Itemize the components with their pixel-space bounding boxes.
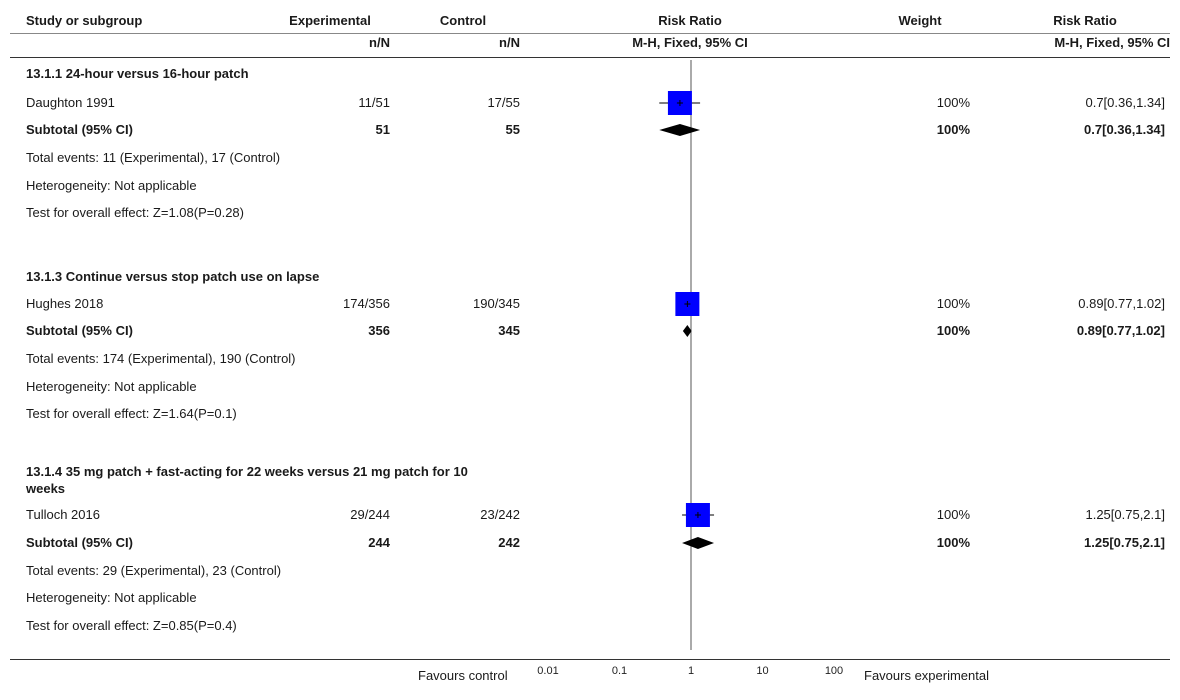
header-risk-ratio-2-sub: M-H, Fixed, 95% CI [1054, 35, 1170, 50]
header-experimental: Experimental [289, 13, 371, 28]
header-risk-ratio: Risk Ratio [658, 13, 722, 28]
subtotal-weight: 100% [936, 323, 970, 338]
note-overall-effect: Test for overall effect: Z=1.64(P=0.1) [26, 406, 237, 421]
study-exp: 11/51 [358, 95, 390, 110]
subtotal-exp: 244 [368, 535, 390, 550]
subtotal-ctl: 345 [498, 323, 520, 338]
note-heterogeneity: Heterogeneity: Not applicable [26, 590, 197, 605]
header-study: Study or subgroup [26, 13, 143, 28]
axis-tick-label: 0.1 [612, 665, 627, 677]
subtotal-exp: 356 [368, 323, 390, 338]
header-bottom-rule [10, 57, 1170, 58]
header-weight: Weight [898, 13, 942, 28]
subgroup-title: 13.1.1 24-hour versus 16-hour patch [26, 66, 249, 81]
bottom-rule [10, 659, 1170, 660]
header-divider [10, 33, 1170, 34]
study-weight: 100% [936, 296, 970, 311]
note-total-events: Total events: 29 (Experimental), 23 (Con… [26, 563, 282, 578]
subgroup-title-cont: weeks [26, 481, 66, 496]
header-control-sub: n/N [499, 35, 520, 50]
study-name: Daughton 1991 [26, 95, 115, 110]
subtotal-label: Subtotal (95% CI) [26, 122, 133, 137]
study-ctl: 23/242 [480, 507, 520, 522]
header-control: Control [439, 13, 487, 28]
subgroup-title: 13.1.3 Continue versus stop patch use on… [26, 269, 320, 284]
subtotal-diamond [682, 537, 715, 549]
subtotal-ctl: 242 [498, 535, 520, 550]
subtotal-weight: 100% [936, 122, 970, 137]
subtotal-ci: 0.7[0.36,1.34] [1084, 122, 1165, 137]
axis-tick-label: 10 [756, 665, 768, 677]
study-ctl: 190/345 [473, 296, 520, 311]
subtotal-exp: 51 [375, 122, 390, 137]
note-total-events: Total events: 174 (Experimental), 190 (C… [26, 351, 296, 366]
subtotal-diamond [682, 325, 692, 337]
subtotal-ci: 1.25[0.75,2.1] [1084, 535, 1165, 550]
study-weight: 100% [936, 507, 970, 522]
study-weight: 100% [936, 95, 970, 110]
favours-experimental-label: Favours experimental [864, 668, 989, 683]
study-ci: 0.89[0.77,1.02] [1078, 296, 1165, 311]
note-total-events: Total events: 11 (Experimental), 17 (Con… [26, 150, 281, 165]
subtotal-label: Subtotal (95% CI) [26, 535, 133, 550]
subtotal-label: Subtotal (95% CI) [26, 323, 133, 338]
subtotal-ci: 0.89[0.77,1.02] [1076, 323, 1165, 338]
header-experimental-sub: n/N [369, 35, 390, 50]
study-ctl: 17/55 [487, 95, 520, 110]
study-exp: 29/244 [350, 507, 390, 522]
header-risk-ratio-2: Risk Ratio [1053, 13, 1117, 28]
study-ci: 1.25[0.75,2.1] [1085, 507, 1165, 522]
axis-tick-label: 100 [825, 665, 843, 677]
note-overall-effect: Test for overall effect: Z=1.08(P=0.28) [26, 205, 244, 220]
study-name: Tulloch 2016 [26, 507, 100, 522]
axis-tick-label: 1 [688, 665, 694, 677]
subtotal-weight: 100% [936, 535, 970, 550]
note-heterogeneity: Heterogeneity: Not applicable [26, 379, 197, 394]
note-heterogeneity: Heterogeneity: Not applicable [26, 178, 197, 193]
favours-control-label: Favours control [418, 668, 508, 683]
header-risk-ratio-sub: M-H, Fixed, 95% CI [632, 35, 748, 50]
note-overall-effect: Test for overall effect: Z=0.85(P=0.4) [26, 618, 237, 633]
study-ci: 0.7[0.36,1.34] [1085, 95, 1165, 110]
subtotal-diamond [659, 124, 701, 136]
subgroup-title: 13.1.4 35 mg patch + fast-acting for 22 … [26, 464, 468, 479]
axis-tick-label: 0.01 [537, 665, 558, 677]
subtotal-ctl: 55 [505, 122, 520, 137]
study-exp: 174/356 [343, 296, 390, 311]
study-name: Hughes 2018 [26, 296, 104, 311]
